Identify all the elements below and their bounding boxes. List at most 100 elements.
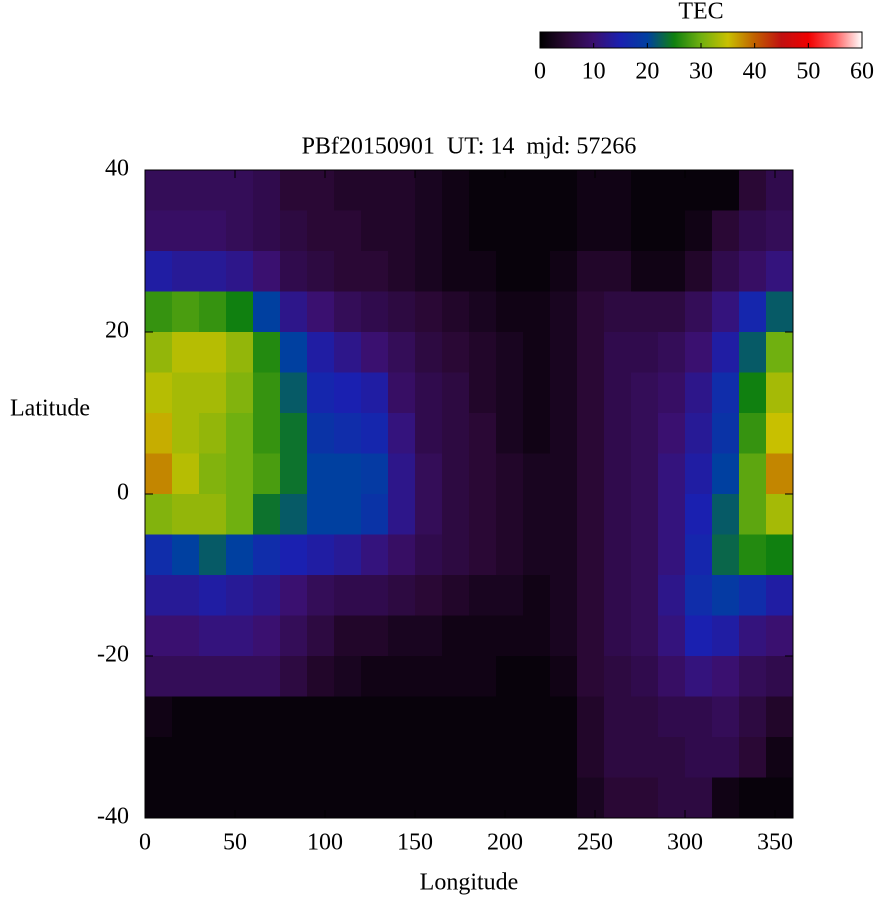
heatmap-cell — [145, 575, 173, 616]
heatmap-cell — [307, 575, 335, 616]
heatmap-cell — [145, 777, 173, 819]
heatmap-cell — [172, 696, 200, 738]
heatmap-cell — [712, 696, 740, 738]
heatmap-cell — [577, 656, 605, 697]
heatmap-cell — [658, 494, 686, 535]
heatmap-cell — [550, 453, 578, 495]
heatmap-cell — [145, 534, 173, 576]
heatmap-cell — [496, 696, 524, 738]
heatmap-cell — [334, 737, 362, 778]
heatmap-cell — [712, 494, 740, 535]
heatmap-cell — [739, 696, 767, 738]
heatmap-cell — [280, 453, 308, 495]
heatmap-cell — [280, 291, 308, 333]
heatmap-cell — [415, 696, 443, 738]
colorbar-tick-label: 40 — [743, 59, 767, 85]
heatmap-cell — [685, 696, 713, 738]
heatmap-cell — [199, 413, 227, 454]
heatmap-cell — [658, 737, 686, 778]
heatmap-cell — [415, 494, 443, 535]
heatmap-cell — [739, 453, 767, 495]
x-tick-label: 50 — [223, 830, 247, 856]
colorbar-tick-label: 10 — [582, 59, 606, 85]
y-tick-label: 0 — [117, 480, 129, 506]
heatmap-cell — [766, 170, 794, 211]
heatmap-cell — [658, 615, 686, 657]
heatmap-cell — [523, 696, 551, 738]
heatmap-cell — [226, 696, 254, 738]
heatmap-cell — [631, 575, 659, 616]
heatmap-cell — [226, 615, 254, 657]
heatmap-cell — [604, 453, 632, 495]
heatmap-cell — [199, 453, 227, 495]
heatmap-cell — [658, 575, 686, 616]
heatmap-cell — [604, 210, 632, 252]
heatmap-cell — [577, 170, 605, 211]
heatmap-cell — [469, 332, 497, 373]
heatmap-cell — [442, 372, 470, 414]
heatmap-cell — [199, 777, 227, 819]
heatmap-cell — [334, 251, 362, 292]
heatmap-cell — [172, 453, 200, 495]
heatmap-cell — [361, 575, 389, 616]
heatmap-cell — [739, 615, 767, 657]
heatmap-cell — [658, 696, 686, 738]
heatmap-cell — [307, 494, 335, 535]
heatmap-cell — [172, 575, 200, 616]
heatmap-cell — [523, 534, 551, 576]
heatmap-cell — [415, 453, 443, 495]
heatmap-cell — [388, 251, 416, 292]
heatmap-cell — [766, 737, 794, 778]
heatmap-cell — [361, 453, 389, 495]
heatmap-cell — [766, 656, 794, 697]
heatmap-cell — [685, 251, 713, 292]
heatmap-cell — [226, 332, 254, 373]
heatmap-cell — [523, 777, 551, 819]
heatmap-cell — [712, 332, 740, 373]
heatmap-cell — [550, 413, 578, 454]
heatmap-cell — [712, 291, 740, 333]
heatmap-cell — [280, 696, 308, 738]
heatmap-cell — [280, 332, 308, 373]
heatmap-cell — [145, 413, 173, 454]
heatmap-cell — [199, 737, 227, 778]
heatmap-cell — [469, 210, 497, 252]
heatmap-cell — [199, 210, 227, 252]
heatmap-cell — [442, 656, 470, 697]
heatmap-cell — [361, 777, 389, 819]
x-tick-label: 150 — [397, 830, 433, 856]
heatmap-cell — [631, 210, 659, 252]
heatmap-cell — [388, 777, 416, 819]
heatmap-cell — [739, 210, 767, 252]
heatmap-cell — [577, 696, 605, 738]
heatmap-cell — [469, 372, 497, 414]
heatmap-cell — [604, 494, 632, 535]
heatmap-cell — [766, 615, 794, 657]
heatmap-cell — [658, 453, 686, 495]
heatmap-cell — [226, 210, 254, 252]
heatmap-cell — [199, 696, 227, 738]
heatmap-cell — [307, 413, 335, 454]
heatmap-cell — [712, 413, 740, 454]
heatmap-cell — [631, 372, 659, 414]
heatmap-cell — [361, 737, 389, 778]
heatmap-cell — [253, 453, 281, 495]
heatmap-cell — [685, 777, 713, 819]
heatmap-cell — [280, 737, 308, 778]
heatmap-cell — [442, 251, 470, 292]
heatmap-cell — [172, 291, 200, 333]
heatmap-cell — [712, 210, 740, 252]
heatmap-cell — [523, 332, 551, 373]
heatmap-cell — [577, 291, 605, 333]
heatmap-cell — [145, 372, 173, 414]
heatmap-cell — [307, 251, 335, 292]
heatmap-cell — [550, 615, 578, 657]
heatmap-cell — [577, 372, 605, 414]
heatmap-cell — [685, 210, 713, 252]
heatmap-cell — [172, 737, 200, 778]
heatmap-cell — [280, 534, 308, 576]
heatmap-cell — [766, 210, 794, 252]
heatmap-cell — [253, 575, 281, 616]
heatmap-cell — [415, 332, 443, 373]
heatmap-cell — [361, 332, 389, 373]
